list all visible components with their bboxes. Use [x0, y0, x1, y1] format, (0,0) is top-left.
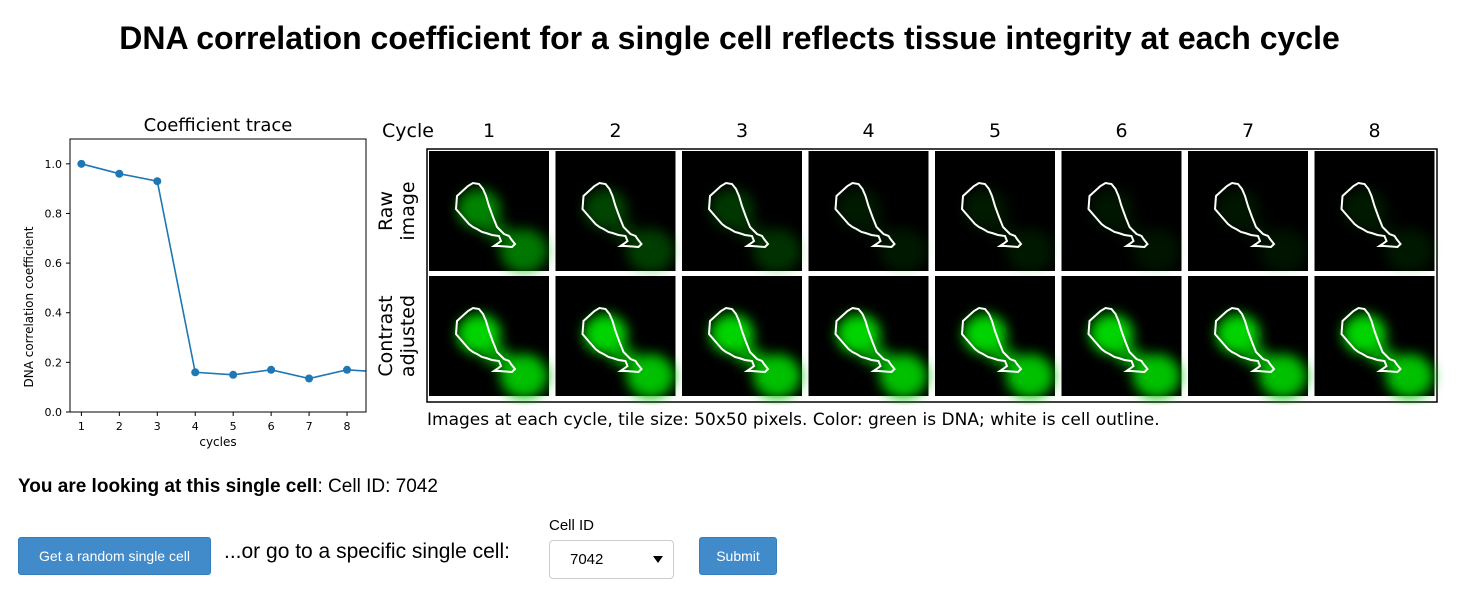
adjusted-image-tile [429, 276, 549, 398]
cell-outline [1213, 306, 1276, 374]
cell-outline [707, 306, 770, 374]
coefficient-trace-chart: Coefficient trace 1 2 3 4 5 6 7 8 0.0 0.2 0.4 0.6 0.… [22, 115, 367, 449]
x-tick-label: 1 [78, 420, 85, 433]
x-tick-label: 6 [268, 420, 275, 433]
data-point [115, 169, 124, 178]
adjusted-image-tile [555, 276, 676, 398]
cell-id-selected-value: 7042 [570, 551, 604, 568]
cycle-label: 1 [483, 120, 495, 142]
data-point [267, 365, 276, 374]
y-tick-label: 0.0 [45, 406, 63, 419]
cycle-image-grid: Cycle 1 2 3 4 5 6 7 8 Rawimage Contrastadjusted [375, 120, 1438, 403]
data-point [77, 159, 86, 168]
x-axis-title: cycles [199, 435, 236, 449]
cell-outline [581, 181, 643, 249]
cycle-label: 6 [1115, 120, 1127, 142]
y-tick-label: 0.2 [45, 356, 63, 369]
cycle-label: 8 [1368, 120, 1380, 142]
cycle-label: 5 [989, 120, 1001, 142]
chart-title: Coefficient trace [144, 115, 293, 136]
cell-outline [834, 181, 896, 249]
data-point [343, 365, 352, 374]
cycle-label: 7 [1242, 120, 1254, 142]
x-tick-label: 7 [306, 420, 313, 433]
cell-outline [1213, 181, 1276, 249]
data-point [305, 374, 314, 383]
raw-image-tile [682, 151, 802, 273]
submit-button[interactable]: Submit [699, 537, 777, 575]
cycle-header-label: Cycle [382, 120, 434, 142]
adjusted-image-tile [808, 276, 929, 398]
adjusted-image-tile [1188, 276, 1308, 398]
cell-outline [1340, 181, 1402, 249]
cell-outline [454, 306, 517, 374]
cycle-label: 3 [736, 120, 748, 142]
row-label: Rawimage [375, 181, 419, 240]
cell-outline [960, 306, 1023, 374]
y-tick-label: 0.6 [45, 257, 63, 270]
goto-cell-text: ...or go to a specific single cell: [224, 540, 510, 563]
data-point [191, 368, 200, 377]
random-cell-button[interactable]: Get a random single cell [18, 537, 211, 575]
raw-image-tile [429, 151, 549, 273]
x-tick-label: 3 [154, 420, 161, 433]
y-tick-label: 0.4 [45, 307, 63, 320]
series-group [77, 159, 366, 383]
dna-signal [836, 189, 928, 273]
cell-outline [960, 181, 1023, 249]
cell-outline [1087, 306, 1149, 374]
cell-outline [581, 306, 643, 374]
y-tick-label: 1.0 [45, 158, 63, 171]
data-point [229, 370, 238, 379]
x-tick-label: 4 [192, 420, 199, 433]
adjusted-image-tile [1061, 276, 1182, 398]
adjusted-image-tile [682, 276, 802, 398]
cycle-label: 2 [609, 120, 621, 142]
page-title: DNA correlation coefficient for a single… [119, 20, 1340, 56]
chevron-down-icon [653, 556, 663, 563]
y-axis-title: DNA correlation coefficient [22, 226, 36, 387]
cell-id-label: Cell ID [549, 517, 595, 534]
cell-id-select[interactable]: 7042 [549, 540, 674, 579]
raw-image-tile [808, 151, 929, 273]
cell-info-value: : Cell ID: 7042 [317, 476, 438, 497]
cell-outline [1087, 181, 1149, 249]
cell-info: You are looking at this single cell: Cel… [18, 476, 438, 498]
series-line [81, 163, 366, 380]
cycle-label: 4 [862, 120, 874, 142]
adjusted-image-tile [1314, 276, 1435, 398]
dna-signal [583, 189, 675, 273]
x-tick-label: 5 [230, 420, 237, 433]
cell-outline [707, 181, 770, 249]
raw-image-tile [1314, 151, 1435, 273]
y-tick-label: 0.8 [45, 207, 63, 220]
raw-image-tile [1188, 151, 1308, 273]
raw-image-tile [935, 151, 1055, 273]
x-tick-label: 2 [116, 420, 123, 433]
x-tick-label: 8 [344, 420, 351, 433]
cell-outline [1340, 306, 1402, 374]
cell-info-lead: You are looking at this single cell [18, 476, 318, 497]
cell-outline [454, 181, 517, 249]
cell-outline [834, 306, 896, 374]
raw-image-tile [555, 151, 676, 273]
raw-image-tile [1061, 151, 1182, 273]
adjusted-image-tile [935, 276, 1055, 398]
plot-frame [69, 138, 367, 413]
data-point [153, 177, 162, 186]
grid-caption: Images at each cycle, tile size: 50x50 p… [427, 410, 1160, 430]
row-label: Contrastadjusted [375, 295, 419, 377]
